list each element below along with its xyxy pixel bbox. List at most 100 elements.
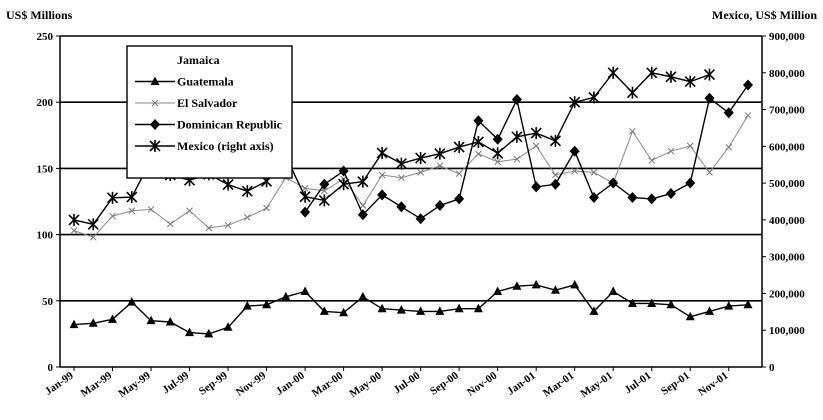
legend-item: Guatemala: [135, 75, 234, 89]
star-marker: [492, 147, 504, 160]
x-marker-stroke: [243, 214, 251, 221]
plot-area: [68, 66, 753, 338]
triangle-marker: [262, 299, 272, 309]
x-marker-stroke: [648, 157, 656, 164]
x-marker: [571, 167, 579, 175]
star-marker: [569, 96, 581, 109]
x-marker-stroke: [301, 184, 309, 192]
x-marker-stroke: [147, 206, 155, 213]
x-marker-stroke: [417, 169, 424, 176]
diamond-marker: [511, 94, 522, 106]
legend-item: Dominican Republic: [135, 118, 283, 132]
triangle-marker: [146, 315, 156, 325]
x-marker-stroke: [667, 147, 675, 155]
x-marker-stroke: [109, 212, 116, 220]
diamond-marker: [473, 115, 484, 127]
triangle-marker: [608, 286, 618, 296]
star-marker: [511, 130, 523, 143]
x-marker: [436, 162, 444, 170]
triangle-marker: [454, 303, 464, 313]
diamond-marker: [704, 92, 715, 104]
x-marker-stroke: [744, 112, 752, 119]
legend-item: El Salvador: [135, 96, 238, 110]
diamond-marker: [627, 192, 638, 204]
x-tick-label: Nov-01: [696, 370, 730, 399]
right-tick-label: 0: [769, 362, 775, 374]
x-marker: [128, 207, 136, 215]
x-marker: [494, 158, 502, 166]
star-marker: [588, 91, 600, 104]
x-marker: [552, 171, 559, 179]
x-marker-stroke: [590, 169, 598, 176]
x-marker: [686, 142, 694, 150]
star-marker: [126, 191, 138, 204]
x-marker: [147, 206, 155, 213]
diamond-marker: [319, 178, 330, 190]
x-marker: [455, 170, 463, 178]
triangle-marker: [165, 316, 175, 326]
x-tick-label: Sep-01: [659, 370, 692, 398]
x-tick-label: Jan-00: [274, 369, 307, 397]
x-marker-stroke: [571, 167, 579, 175]
legend-item: Jamaica: [177, 53, 220, 67]
x-marker-stroke: [89, 233, 97, 241]
left-tick-label: 250: [37, 31, 54, 43]
triangle-marker: [589, 306, 599, 315]
triangle-marker: [435, 306, 445, 315]
triangle-marker: [108, 314, 118, 323]
right-tick-label: 500,000: [769, 178, 805, 190]
diamond-marker: [646, 193, 657, 205]
x-tick-label: Jul-01: [623, 370, 654, 397]
left-axis-ticks: 0 50 100 150 200 250: [37, 31, 60, 374]
star-marker: [68, 213, 80, 226]
x-tick-label: Mar-99: [79, 369, 115, 399]
right-tick-label: 300,000: [769, 252, 805, 264]
right-tick-label: 100,000: [769, 325, 805, 337]
left-tick-label: 50: [42, 296, 54, 308]
x-tick-label: Nov-99: [234, 369, 269, 398]
legend-label: El Salvador: [177, 96, 238, 110]
triangle-marker: [242, 301, 252, 310]
x-marker-stroke: [151, 99, 159, 107]
triangle-marker: [281, 291, 291, 301]
triangle-marker: [685, 311, 695, 321]
triangle-marker: [185, 327, 195, 337]
star-marker: [646, 66, 658, 79]
x-marker-stroke: [706, 169, 713, 176]
x-marker: [475, 150, 482, 158]
diamond-marker: [531, 181, 542, 193]
star-marker: [434, 147, 446, 160]
x-marker-stroke: [686, 142, 694, 150]
triangle-marker: [396, 305, 406, 314]
x-tick-label: Jul-00: [391, 369, 422, 396]
triangle-marker: [223, 322, 233, 331]
x-marker: [359, 202, 367, 209]
star-marker: [549, 134, 561, 147]
triangle-marker: [69, 319, 79, 329]
right-tick-label: 800,000: [769, 68, 805, 80]
x-marker: [590, 169, 598, 176]
x-marker-stroke: [128, 207, 136, 215]
star-marker: [626, 86, 639, 99]
x-marker: [243, 214, 251, 221]
legend-label: Dominican Republic: [177, 118, 283, 132]
diamond-marker: [685, 177, 696, 189]
triangle-marker: [204, 328, 214, 338]
x-marker-stroke: [436, 162, 444, 170]
right-tick-label: 900,000: [769, 31, 805, 43]
x-tick-label: Mar-00: [310, 369, 346, 399]
star-marker: [376, 146, 388, 159]
x-marker: [186, 207, 193, 215]
diamond-marker: [665, 188, 676, 200]
x-marker-stroke: [398, 174, 405, 182]
x-marker: [648, 157, 656, 164]
star-marker: [607, 66, 619, 79]
x-marker: [301, 184, 309, 192]
triangle-marker: [570, 279, 580, 289]
x-marker-stroke: [513, 155, 521, 163]
star-marker: [299, 190, 311, 203]
series-line: [73, 115, 749, 238]
triangle-marker: [127, 297, 137, 306]
x-marker-stroke: [725, 143, 733, 151]
